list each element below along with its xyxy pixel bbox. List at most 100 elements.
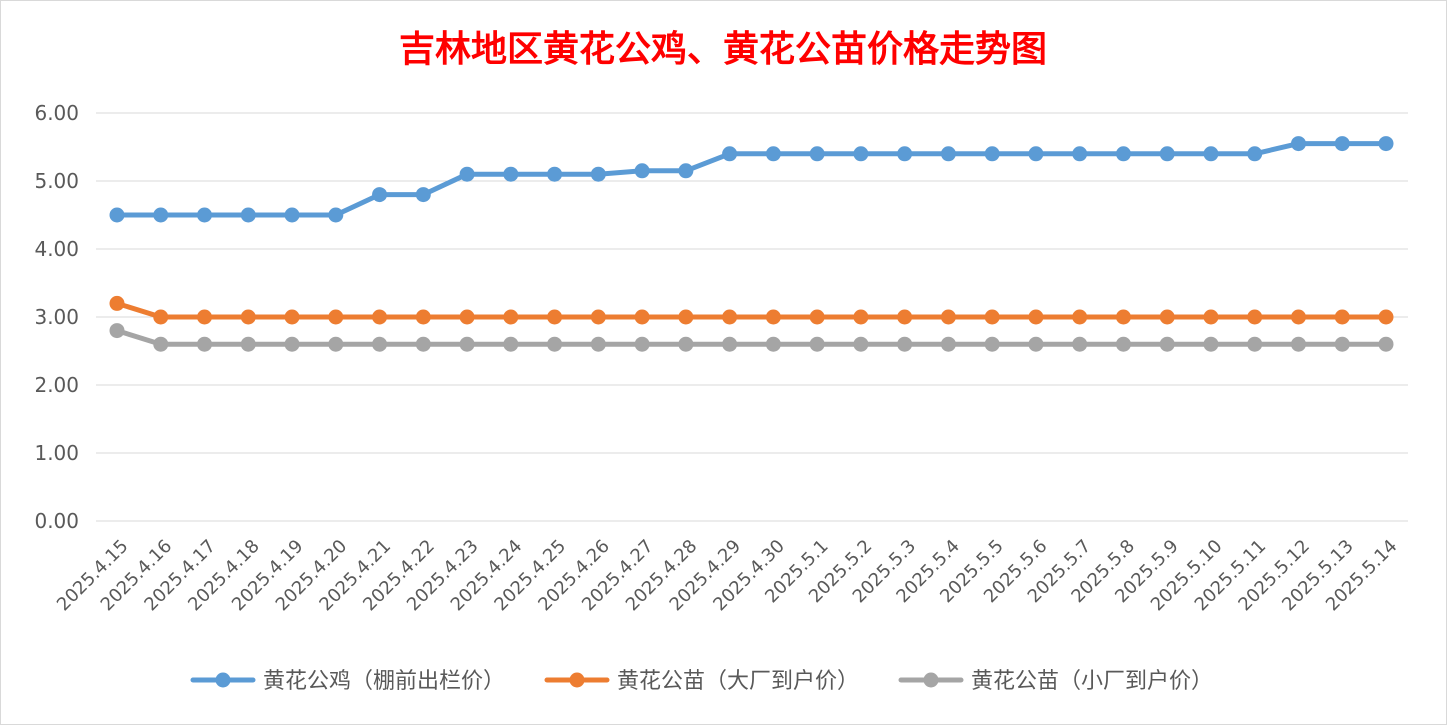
legend-label: 黄花公苗（大厂到户价） (617, 669, 859, 694)
y-axis-tick-labels: 0.00 1.00 2.00 3.00 4.00 5.00 6.00 (34, 101, 79, 533)
legend-item: 黄花公苗（小厂到户价） (898, 669, 1213, 694)
legend-marker (215, 672, 231, 688)
data-point (1028, 336, 1044, 352)
data-point (678, 163, 694, 179)
data-point (853, 336, 869, 352)
y-tick-label: 0.00 (34, 509, 79, 533)
data-point (1072, 309, 1088, 325)
data-point (984, 146, 1000, 162)
data-point (372, 187, 388, 203)
y-tick-label: 5.00 (34, 169, 79, 193)
legend-label: 黄花公苗（小厂到户价） (971, 669, 1213, 694)
data-point (722, 146, 738, 162)
data-point (153, 309, 169, 325)
legend-item: 黄花公苗（大厂到户价） (544, 669, 859, 694)
legend-label: 黄花公鸡（棚前出栏价） (263, 669, 505, 694)
data-point (722, 336, 738, 352)
data-point (1115, 309, 1131, 325)
data-point (678, 336, 694, 352)
data-point (940, 309, 956, 325)
data-point (897, 309, 913, 325)
data-point (415, 309, 431, 325)
data-point (109, 207, 125, 223)
data-point (940, 336, 956, 352)
data-point (1159, 309, 1175, 325)
data-point (853, 146, 869, 162)
data-point (1159, 336, 1175, 352)
data-point (1334, 309, 1350, 325)
data-point (547, 166, 563, 182)
legend: 黄花公鸡（棚前出栏价） 黄花公苗（大厂到户价） 黄花公苗（小厂到户价） (190, 669, 1213, 694)
data-point (1378, 336, 1394, 352)
series-lines (109, 136, 1394, 352)
data-point (197, 207, 213, 223)
legend-marker (569, 672, 585, 688)
data-point (1290, 136, 1306, 152)
legend-item: 黄花公鸡（棚前出栏价） (190, 669, 505, 694)
data-point (765, 309, 781, 325)
data-point (1247, 336, 1263, 352)
y-tick-label: 4.00 (34, 237, 79, 261)
series-line (114, 300, 1389, 320)
series-2 (109, 295, 1394, 325)
data-point (765, 146, 781, 162)
data-point (1247, 146, 1263, 162)
data-point (328, 207, 344, 223)
data-point (197, 336, 213, 352)
legend-marker (923, 672, 939, 688)
data-point (1072, 336, 1088, 352)
data-point (765, 336, 781, 352)
data-point (1334, 336, 1350, 352)
data-point (415, 336, 431, 352)
data-point (547, 309, 563, 325)
series-line (114, 141, 1389, 218)
data-point (197, 309, 213, 325)
data-point (328, 336, 344, 352)
data-point (1072, 146, 1088, 162)
data-point (809, 146, 825, 162)
data-point (634, 309, 650, 325)
data-point (459, 166, 475, 182)
data-point (284, 309, 300, 325)
data-point (809, 336, 825, 352)
data-point (503, 166, 519, 182)
data-point (328, 309, 344, 325)
data-point (503, 336, 519, 352)
data-point (897, 146, 913, 162)
data-point (153, 207, 169, 223)
x-axis-tick-labels: 2025.4.152025.4.162025.4.172025.4.182025… (53, 536, 1402, 616)
data-point (984, 309, 1000, 325)
data-point (634, 163, 650, 179)
data-point (1203, 146, 1219, 162)
data-point (240, 336, 256, 352)
data-point (590, 336, 606, 352)
y-tick-label: 6.00 (34, 101, 79, 125)
data-point (897, 336, 913, 352)
series-1 (109, 136, 1394, 223)
data-point (1334, 136, 1350, 152)
data-point (459, 309, 475, 325)
data-point (1028, 309, 1044, 325)
data-point (940, 146, 956, 162)
y-tick-label: 3.00 (34, 305, 79, 329)
chart-title: 吉林地区黄花公鸡、黄花公苗价格走势图 (399, 28, 1047, 70)
data-point (1115, 146, 1131, 162)
series-line (114, 328, 1389, 347)
data-point (1203, 309, 1219, 325)
data-point (853, 309, 869, 325)
data-point (1290, 336, 1306, 352)
data-point (590, 309, 606, 325)
data-point (1378, 309, 1394, 325)
data-point (372, 336, 388, 352)
data-point (1028, 146, 1044, 162)
data-point (284, 336, 300, 352)
y-tick-label: 2.00 (34, 373, 79, 397)
data-point (415, 187, 431, 203)
data-point (678, 309, 694, 325)
data-point (503, 309, 519, 325)
data-point (809, 309, 825, 325)
data-point (984, 336, 1000, 352)
data-point (590, 166, 606, 182)
